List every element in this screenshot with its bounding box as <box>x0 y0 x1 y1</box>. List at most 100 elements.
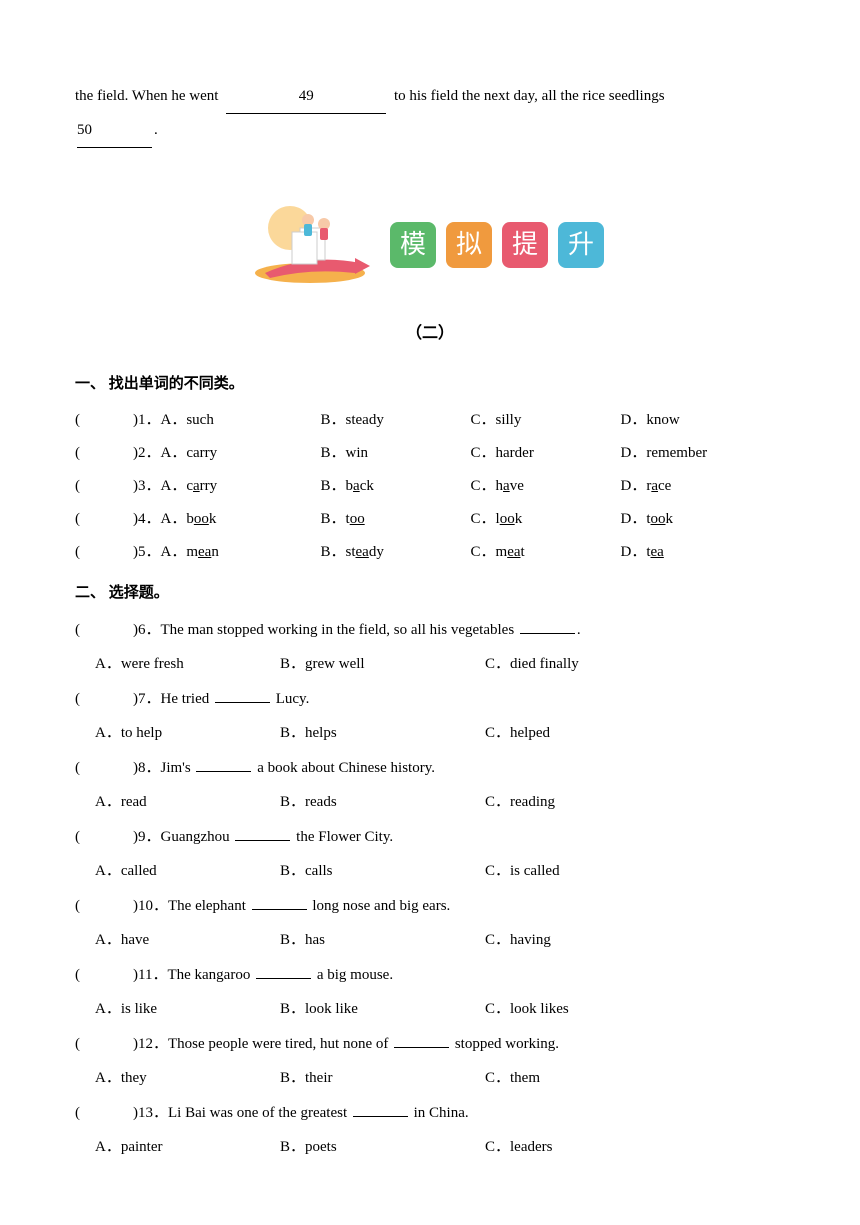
question-options: A．haveB．hasC．having <box>75 923 785 958</box>
question-options: A．painterB．poetsC．leaders <box>75 1130 785 1165</box>
stem-text: The kangaroo a big mouse. <box>167 967 393 983</box>
question-number: )6． <box>133 622 161 638</box>
option-c: C．silly <box>471 404 621 437</box>
question-stem: ()7．He tried Lucy. <box>75 682 785 717</box>
option-b: B．back <box>321 470 471 503</box>
answer-paren[interactable]: ( <box>75 820 133 855</box>
question-options: A．readB．readsC．reading <box>75 785 785 820</box>
option-b: B．has <box>280 923 485 958</box>
option-d: D．tea <box>621 536 664 569</box>
option-b: B．reads <box>280 785 485 820</box>
question-row: ()4．A．bookB．tooC．lookD．took <box>75 503 785 536</box>
answer-paren[interactable]: ( <box>75 470 133 503</box>
section1-questions: ()1．A．suchB．steadyC．sillyD．know()2．A．car… <box>75 404 785 569</box>
stem-text: The man stopped working in the field, so… <box>161 622 581 638</box>
option-b: B．look like <box>280 992 485 1027</box>
answer-paren[interactable]: ( <box>75 889 133 924</box>
option-b: B．steady <box>321 404 471 437</box>
option-c: C．having <box>485 923 551 958</box>
question-options: A．is likeB．look likeC．look likes <box>75 992 785 1027</box>
option-d: D．know <box>621 404 680 437</box>
banner-char-2: 拟 <box>456 230 482 259</box>
question-number: )3． <box>133 470 161 503</box>
answer-paren[interactable]: ( <box>75 1096 133 1131</box>
option-b: B．their <box>280 1061 485 1096</box>
question-number: )10． <box>133 898 168 914</box>
question-block: ()13．Li Bai was one of the greatest in C… <box>75 1096 785 1165</box>
question-block: ()11．The kangaroo a big mouse. A．is likeB… <box>75 958 785 1027</box>
option-a: A．were fresh <box>95 647 280 682</box>
answer-paren[interactable]: ( <box>75 503 133 536</box>
section2-questions: ()6．The man stopped working in the field… <box>75 613 785 1165</box>
fill-blank <box>196 771 251 772</box>
option-b: B．steady <box>321 536 471 569</box>
option-b: B．poets <box>280 1130 485 1165</box>
option-c: C．meat <box>471 536 621 569</box>
question-number: )12． <box>133 1036 168 1052</box>
option-c: C．have <box>471 470 621 503</box>
option-a: A．book <box>161 503 321 536</box>
question-row: ()3．A．carryB．backC．haveD．race <box>75 470 785 503</box>
fill-blank <box>520 633 575 634</box>
question-number: )4． <box>133 503 161 536</box>
option-c: C．reading <box>485 785 555 820</box>
question-row: ()5．A．meanB．steadyC．meatD．tea <box>75 536 785 569</box>
top-paragraph: the field. When he went 49 to his field … <box>75 80 785 148</box>
answer-paren[interactable]: ( <box>75 536 133 569</box>
banner-char-4: 升 <box>568 230 594 259</box>
fill-blank <box>252 909 307 910</box>
question-block: ()6．The man stopped working in the field… <box>75 613 785 682</box>
section2-title: 二、 选择题。 <box>75 581 785 605</box>
question-row: ()1．A．suchB．steadyC．sillyD．know <box>75 404 785 437</box>
option-c: C．is called <box>485 854 560 889</box>
option-c: C．helped <box>485 716 550 751</box>
option-a: A．carry <box>161 470 321 503</box>
answer-paren[interactable]: ( <box>75 613 133 648</box>
question-stem: ()10．The elephant long nose and big ears… <box>75 889 785 924</box>
option-a: A．read <box>95 785 280 820</box>
question-number: )9． <box>133 829 161 845</box>
option-a: A．called <box>95 854 280 889</box>
option-c: C．look likes <box>485 992 569 1027</box>
blank-49: 49 <box>226 80 386 114</box>
question-number: )1． <box>133 404 161 437</box>
fill-blank <box>215 702 270 703</box>
answer-paren[interactable]: ( <box>75 437 133 470</box>
option-c: C．leaders <box>485 1130 552 1165</box>
stem-text: Guangzhou the Flower City. <box>161 829 394 845</box>
option-b: B．grew well <box>280 647 485 682</box>
question-number: )5． <box>133 536 161 569</box>
answer-paren[interactable]: ( <box>75 404 133 437</box>
fill-blank <box>394 1047 449 1048</box>
question-stem: ()12．Those people were tired, hut none o… <box>75 1027 785 1062</box>
question-number: )2． <box>133 437 161 470</box>
option-a: A．they <box>95 1061 280 1096</box>
top-part3: . <box>154 122 158 138</box>
question-row: ()2．A．carryB．winC．harderD．remember <box>75 437 785 470</box>
question-options: A．theyB．theirC．them <box>75 1061 785 1096</box>
option-d: D．remember <box>621 437 708 470</box>
option-b: B．calls <box>280 854 485 889</box>
question-block: ()8．Jim's a book about Chinese history.A… <box>75 751 785 820</box>
option-a: A．is like <box>95 992 280 1027</box>
question-number: )11． <box>133 967 167 983</box>
question-number: )13． <box>133 1105 168 1121</box>
question-stem: ()6．The man stopped working in the field… <box>75 613 785 648</box>
answer-paren[interactable]: ( <box>75 1027 133 1062</box>
stem-text: He tried Lucy. <box>161 691 310 707</box>
fill-blank <box>235 840 290 841</box>
banner-char-1: 模 <box>400 230 426 259</box>
answer-paren[interactable]: ( <box>75 682 133 717</box>
banner-svg: 模 拟 提 升 <box>250 198 610 288</box>
option-a: A．carry <box>161 437 321 470</box>
answer-paren[interactable]: ( <box>75 958 133 993</box>
option-b: B．too <box>321 503 471 536</box>
top-part1: the field. When he went <box>75 88 222 104</box>
question-options: A．calledB．callsC．is called <box>75 854 785 889</box>
option-a: A．mean <box>161 536 321 569</box>
option-a: A．have <box>95 923 280 958</box>
answer-paren[interactable]: ( <box>75 751 133 786</box>
option-d: D．race <box>621 470 672 503</box>
fill-blank <box>353 1116 408 1117</box>
option-c: C．harder <box>471 437 621 470</box>
